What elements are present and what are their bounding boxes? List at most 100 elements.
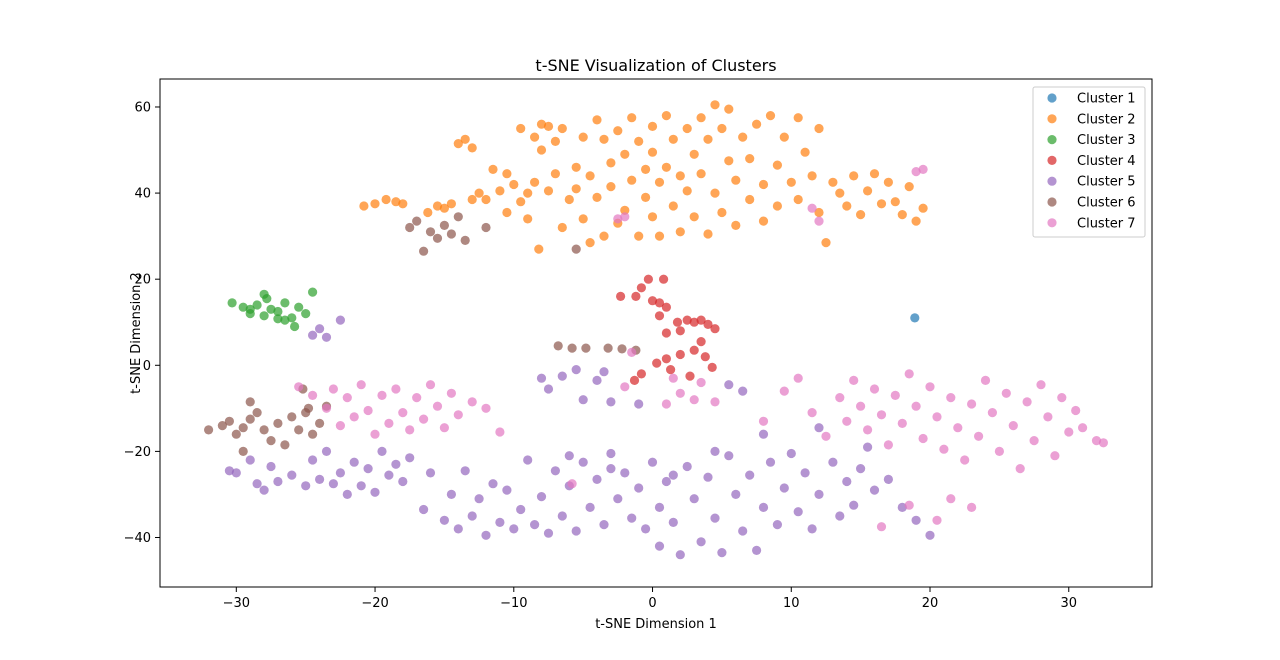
data-point xyxy=(946,393,956,403)
data-point xyxy=(606,448,616,459)
data-point xyxy=(731,220,741,230)
data-point xyxy=(553,341,563,351)
data-point xyxy=(488,164,498,174)
data-point xyxy=(335,468,345,478)
data-point xyxy=(910,313,920,323)
data-point xyxy=(987,408,998,418)
data-point xyxy=(634,399,644,409)
legend-marker xyxy=(1047,176,1057,186)
data-point xyxy=(814,423,824,433)
data-point xyxy=(617,344,627,354)
x-tick-label: 20 xyxy=(922,596,939,611)
data-point xyxy=(710,324,720,334)
data-point xyxy=(308,455,318,465)
data-point xyxy=(661,354,672,364)
data-point xyxy=(814,207,824,218)
legend-marker xyxy=(1047,114,1057,124)
data-point xyxy=(911,167,921,177)
data-point xyxy=(661,302,672,312)
data-point xyxy=(391,459,401,469)
data-point xyxy=(509,179,519,190)
data-point xyxy=(696,537,706,547)
data-point xyxy=(772,160,783,170)
data-point xyxy=(1022,397,1032,407)
data-point xyxy=(807,171,817,181)
data-point xyxy=(502,207,512,218)
data-point xyxy=(259,311,269,321)
data-point xyxy=(661,111,672,121)
data-point xyxy=(849,171,859,181)
data-point xyxy=(523,455,533,465)
data-point xyxy=(287,313,297,323)
data-point xyxy=(523,188,533,198)
data-point xyxy=(356,380,366,390)
data-point xyxy=(571,365,581,375)
data-point xyxy=(227,298,237,308)
data-point xyxy=(659,274,669,284)
legend-marker xyxy=(1047,93,1057,103)
data-point xyxy=(890,197,900,207)
data-point xyxy=(689,317,699,327)
data-point xyxy=(224,416,234,426)
data-point xyxy=(897,418,907,428)
data-point xyxy=(280,440,290,450)
data-point xyxy=(1008,421,1018,431)
data-point xyxy=(557,371,567,381)
data-point xyxy=(883,177,894,187)
data-point xyxy=(252,408,262,418)
data-point xyxy=(918,433,928,444)
data-point xyxy=(294,302,304,312)
data-point xyxy=(308,390,318,400)
y-tick-label: 0 xyxy=(143,359,151,374)
legend-label: Cluster 4 xyxy=(1077,154,1136,169)
data-point xyxy=(856,464,866,474)
data-point xyxy=(745,154,755,164)
y-tick-label: −40 xyxy=(124,531,151,546)
data-point xyxy=(1098,438,1108,448)
data-point xyxy=(918,164,928,174)
data-point xyxy=(349,457,359,467)
data-point xyxy=(439,203,449,213)
data-point xyxy=(217,421,227,431)
data-point xyxy=(581,343,591,353)
data-point xyxy=(772,201,783,211)
data-point xyxy=(779,483,789,493)
data-point xyxy=(571,526,581,536)
data-point xyxy=(391,384,401,394)
data-point xyxy=(287,470,297,480)
data-point xyxy=(502,169,512,179)
data-point xyxy=(567,343,577,353)
data-point xyxy=(585,171,595,181)
data-point xyxy=(710,100,720,110)
data-point xyxy=(603,343,613,353)
legend: Cluster 1 Cluster 2 Cluster 3 Cluster 4 Clus… xyxy=(1032,86,1146,238)
data-point xyxy=(800,147,810,157)
data-point xyxy=(516,504,526,515)
data-point xyxy=(786,177,796,187)
data-point xyxy=(696,315,706,325)
data-point xyxy=(425,227,436,237)
data-point xyxy=(661,476,672,487)
data-point xyxy=(308,330,318,340)
data-point xyxy=(439,423,449,433)
data-point xyxy=(647,121,658,131)
data-point xyxy=(647,457,658,467)
data-point xyxy=(682,315,692,325)
legend-marker xyxy=(1047,135,1057,145)
data-point xyxy=(700,352,710,362)
data-point xyxy=(897,210,907,220)
data-point xyxy=(842,416,852,426)
data-point xyxy=(363,464,373,474)
legend-label: Cluster 1 xyxy=(1077,92,1136,107)
data-point xyxy=(786,448,796,459)
data-point xyxy=(710,513,720,523)
data-point xyxy=(280,298,290,308)
data-point xyxy=(294,382,304,392)
data-point xyxy=(238,302,248,312)
data-point xyxy=(703,134,713,144)
legend-marker xyxy=(1047,218,1057,228)
data-point xyxy=(592,474,602,484)
legend-items: Cluster 1 Cluster 2 Cluster 3 Cluster 4 Clus… xyxy=(1047,92,1136,231)
legend-item-cluster-1: Cluster 1 xyxy=(1047,92,1136,107)
